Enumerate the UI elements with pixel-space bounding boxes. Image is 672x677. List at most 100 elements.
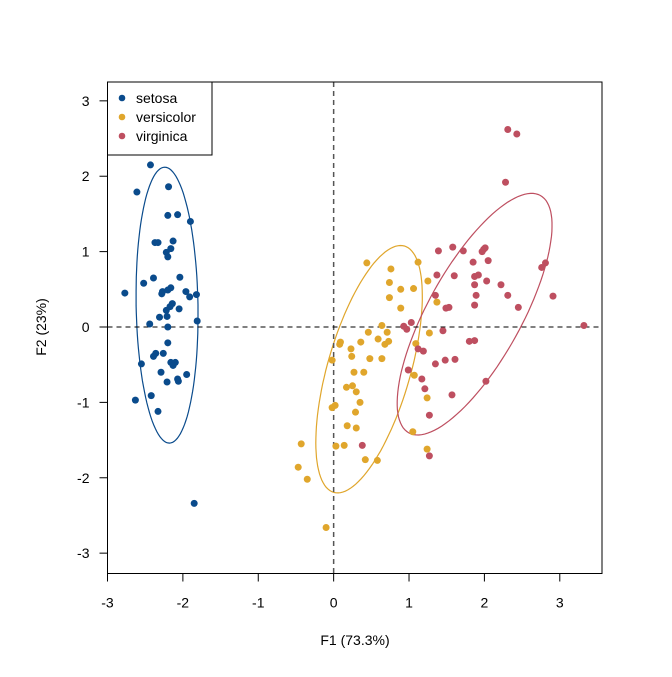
x-tick-label: 3 [556, 595, 564, 611]
point-versicolor [410, 371, 418, 379]
point-virginica [497, 281, 505, 289]
point-setosa [169, 237, 177, 245]
point-virginica [418, 375, 426, 383]
point-versicolor [424, 277, 432, 285]
point-virginica [514, 303, 522, 311]
y-axis-title: F2 (23%) [33, 298, 49, 356]
point-setosa [137, 360, 145, 368]
y-tick-label: 1 [82, 244, 90, 260]
point-virginica [469, 258, 477, 266]
point-virginica [439, 327, 447, 335]
point-versicolor [357, 338, 365, 346]
ellipse-setosa [135, 166, 199, 444]
point-virginica [358, 441, 366, 449]
point-versicolor [378, 321, 386, 329]
points [121, 125, 588, 532]
point-virginica [448, 391, 456, 399]
point-versicolor [412, 340, 420, 348]
point-setosa [164, 253, 172, 261]
point-virginica [504, 291, 512, 299]
point-versicolor [322, 524, 330, 532]
point-setosa [175, 305, 183, 313]
point-virginica [434, 247, 442, 255]
point-virginica [513, 130, 521, 138]
point-virginica [478, 248, 486, 256]
point-virginica [441, 356, 449, 364]
point-setosa [190, 499, 198, 507]
point-versicolor [373, 456, 381, 464]
point-setosa [186, 293, 194, 301]
legend-label-virginica: virginica [136, 128, 188, 144]
point-virginica [404, 366, 412, 374]
point-setosa [157, 368, 165, 376]
point-setosa [149, 274, 157, 282]
point-virginica [471, 301, 479, 309]
point-versicolor [397, 285, 405, 293]
point-versicolor [385, 279, 393, 287]
point-virginica [502, 178, 510, 186]
point-virginica [459, 247, 467, 255]
y-tick-label: -1 [77, 394, 90, 410]
point-setosa [163, 378, 171, 386]
point-versicolor [294, 463, 302, 471]
point-versicolor [366, 355, 374, 363]
point-setosa [165, 183, 173, 191]
point-versicolor [297, 440, 305, 448]
point-setosa [176, 273, 184, 281]
point-virginica [483, 277, 491, 285]
point-versicolor [350, 368, 358, 376]
point-versicolor [361, 456, 369, 464]
ellipse-virginica [396, 192, 553, 436]
point-setosa [164, 323, 172, 331]
point-versicolor [352, 408, 360, 416]
point-setosa [164, 339, 172, 347]
point-setosa [147, 392, 155, 400]
point-setosa [174, 377, 182, 385]
point-virginica [431, 291, 439, 299]
point-setosa [133, 188, 141, 196]
point-virginica [450, 272, 458, 280]
x-tick-label: 2 [481, 595, 489, 611]
point-virginica [407, 318, 415, 326]
point-versicolor [433, 298, 441, 306]
point-virginica [538, 263, 546, 271]
point-versicolor [347, 345, 355, 353]
point-virginica [433, 271, 441, 279]
reference-lines [107, 82, 602, 574]
point-setosa [156, 313, 164, 321]
point-versicolor [356, 398, 364, 406]
point-virginica [471, 337, 479, 345]
ellipses [135, 166, 553, 494]
point-versicolor [352, 424, 360, 432]
point-setosa [162, 306, 170, 314]
point-versicolor [414, 258, 422, 266]
point-virginica [474, 271, 482, 279]
point-virginica [580, 321, 588, 329]
x-tick-label: 1 [405, 595, 413, 611]
legend-marker-versicolor [118, 113, 126, 121]
point-virginica [421, 385, 429, 393]
point-virginica [465, 337, 473, 345]
point-setosa [146, 161, 154, 169]
point-versicolor [360, 368, 368, 376]
y-tick-label: 2 [82, 168, 90, 184]
point-versicolor [423, 394, 431, 402]
point-setosa [183, 370, 191, 378]
point-virginica [445, 303, 453, 311]
point-versicolor [332, 442, 340, 450]
point-setosa [158, 290, 166, 298]
point-versicolor [336, 340, 344, 348]
point-setosa [163, 312, 171, 320]
y-tick-label: 0 [82, 319, 90, 335]
point-setosa [186, 217, 194, 225]
point-virginica [484, 257, 492, 265]
point-setosa [121, 289, 129, 297]
y-tick-label: -2 [77, 470, 90, 486]
point-versicolor [397, 304, 405, 312]
point-setosa [154, 407, 162, 415]
x-tick-label: 0 [330, 595, 338, 611]
point-setosa [174, 211, 182, 219]
point-virginica [403, 325, 411, 333]
point-versicolor [331, 401, 339, 409]
point-versicolor [342, 383, 350, 391]
